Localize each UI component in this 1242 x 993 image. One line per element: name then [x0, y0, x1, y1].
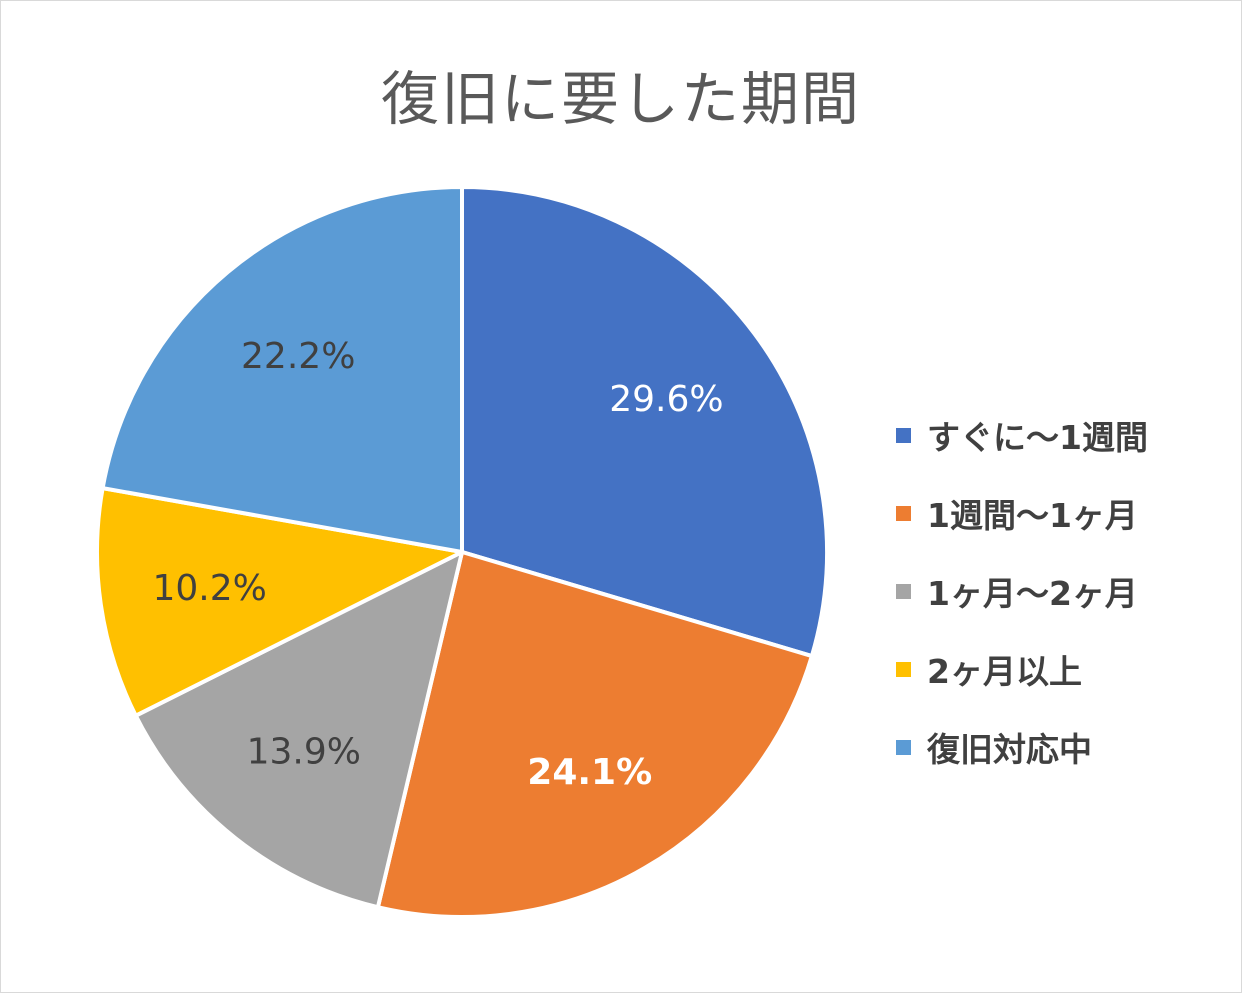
- data-label-1: 29.6%: [609, 379, 723, 420]
- data-label-3: 13.9%: [247, 732, 361, 773]
- legend-label: 1週間～1ヶ月: [927, 496, 1138, 535]
- legend-swatch: [896, 661, 911, 677]
- legend-item-4: 2ヶ月以上: [896, 630, 1148, 708]
- pie-slice-3: [133, 550, 464, 910]
- legend-item-1: すぐに～1週間: [896, 396, 1148, 474]
- pie-slice-5: [100, 185, 464, 554]
- legend-swatch: [896, 583, 911, 599]
- legend-label: 2ヶ月以上: [927, 652, 1082, 691]
- legend-swatch: [896, 505, 911, 521]
- legend-swatch: [896, 739, 911, 755]
- legend-label: すぐに～1週間: [927, 418, 1148, 457]
- data-label-2: 24.1%: [527, 752, 652, 793]
- legend-item-3: 1ヶ月～2ヶ月: [896, 552, 1148, 630]
- data-label-5: 22.2%: [241, 336, 355, 377]
- chart-title: 復旧に要した期間: [380, 65, 861, 133]
- legend-item-5: 復旧対応中: [896, 708, 1148, 786]
- legend-label: 復旧対応中: [927, 730, 1092, 769]
- pie-slice-4: [95, 486, 464, 718]
- legend-item-2: 1週間～1ヶ月: [896, 474, 1148, 552]
- data-label-4: 10.2%: [152, 568, 266, 609]
- legend-swatch: [896, 427, 911, 443]
- pie-slice-2: [375, 550, 814, 919]
- chart-legend: すぐに～1週間 1週間～1ヶ月 1ヶ月～2ヶ月 2ヶ月以上復旧対応中: [896, 396, 1148, 786]
- pie-slice-1: [460, 185, 829, 659]
- legend-label: 1ヶ月～2ヶ月: [927, 574, 1138, 613]
